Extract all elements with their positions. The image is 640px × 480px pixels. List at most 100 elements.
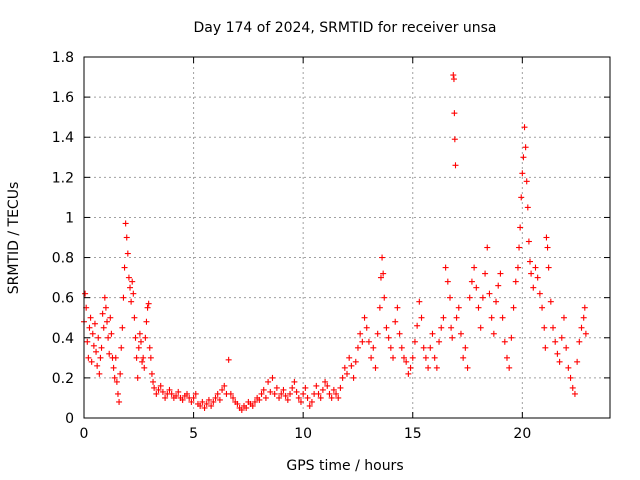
data-point [267,388,274,395]
data-point [457,330,464,337]
data-point [518,194,525,201]
data-point [400,354,407,361]
data-point [212,394,219,401]
data-point [278,390,285,397]
data-point [151,384,158,391]
data-point [576,338,583,345]
data-point [130,290,137,297]
data-point [188,398,195,405]
data-point [552,338,559,345]
data-point [146,344,153,351]
data-point [119,324,126,331]
data-point [101,294,108,301]
data-point [339,374,346,381]
data-point [262,394,269,401]
data-point [137,338,144,345]
x-tick-label: 5 [189,426,198,442]
data-point [418,314,425,321]
y-tick-label: 1.8 [52,50,74,66]
data-point [105,334,112,341]
data-point [510,304,517,311]
data-point [447,294,454,301]
data-point [451,136,458,143]
data-point [271,390,278,397]
data-point [89,330,96,337]
data-point [84,338,91,345]
data-point [141,364,148,371]
data-point [95,334,102,341]
data-point [287,390,294,397]
data-point [545,264,552,271]
data-point [251,398,258,405]
data-point [128,298,135,305]
data-point [155,386,162,393]
data-point [91,320,98,327]
data-point [162,394,169,401]
data-point [273,384,280,391]
data-point [350,374,357,381]
data-point [490,330,497,337]
data-point [359,338,366,345]
data-point [234,400,241,407]
x-tick-label: 10 [294,426,312,442]
data-point [451,110,458,117]
data-point [582,330,589,337]
data-point [230,394,237,401]
data-point [543,234,550,241]
data-point [114,390,121,397]
data-point [556,358,563,365]
data-point [308,398,315,405]
data-point [381,294,388,301]
data-point [284,396,291,403]
data-point [86,324,93,331]
data-point [85,354,92,361]
data-point [330,386,337,393]
data-point [227,390,234,397]
data-point [484,244,491,251]
data-point [433,364,440,371]
data-point [129,278,136,285]
data-point [94,362,101,369]
data-point [106,350,113,357]
data-point [225,356,232,363]
data-point [144,304,151,311]
data-point [525,238,532,245]
data-point [407,364,414,371]
data-point [442,264,449,271]
data-point [221,382,228,389]
data-point [134,374,141,381]
data-point [131,314,138,321]
data-point [495,282,502,289]
x-tick-label: 20 [513,426,531,442]
data-point [148,370,155,377]
data-point [348,362,355,369]
y-tick-label: 0.8 [52,251,74,267]
data-point [544,244,551,251]
data-point [100,324,107,331]
y-tick-label: 0.6 [52,291,74,307]
data-point [337,384,344,391]
data-point [519,170,526,177]
data-point [324,382,331,389]
data-point [527,258,534,265]
data-point [102,304,109,311]
data-point [352,358,359,365]
data-point [361,314,368,321]
data-point [448,324,455,331]
data-point [153,390,160,397]
x-tick-labels: 0 5 10 15 20 [80,426,532,442]
data-points [81,72,589,413]
y-tick-labels: 0 0.2 0.4 0.6 0.8 1 1.2 1.4 1.6 1.8 [52,50,74,427]
data-point [300,390,307,397]
data-point [304,394,311,401]
data-point [534,274,541,281]
data-point [383,324,390,331]
data-point [374,330,381,337]
data-point [414,322,421,329]
data-point [357,330,364,337]
data-point [93,348,100,355]
data-point [295,394,302,401]
data-point [118,344,125,351]
data-point [97,354,104,361]
data-point [280,386,287,393]
